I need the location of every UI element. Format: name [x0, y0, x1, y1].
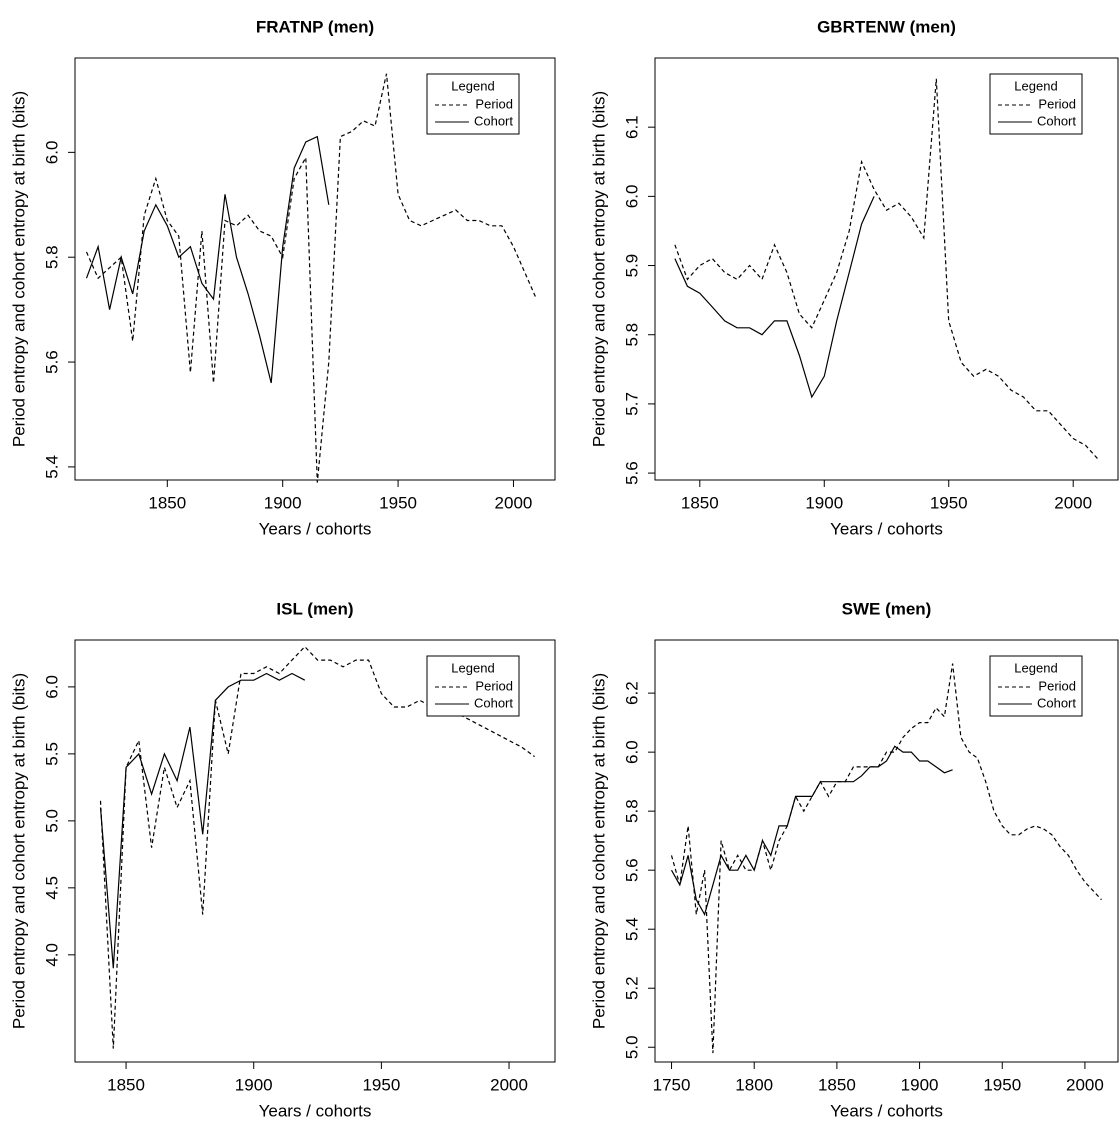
legend-label: Cohort [474, 695, 513, 710]
y-tick-label: 5.5 [42, 742, 61, 766]
x-axis-label: Years / cohorts [259, 519, 372, 538]
legend-label: Cohort [1037, 695, 1076, 710]
y-tick-label: 5.6 [622, 858, 641, 882]
chart-title: ISL (men) [276, 599, 353, 618]
y-tick-label: 5.8 [42, 245, 61, 269]
x-tick-label: 1900 [235, 1075, 273, 1094]
y-tick-label: 6.0 [42, 141, 61, 165]
legend-title: Legend [1014, 660, 1057, 675]
x-tick-label: 2000 [1054, 493, 1092, 512]
chart-title: SWE (men) [842, 599, 932, 618]
y-tick-label: 5.7 [622, 392, 641, 416]
x-tick-label: 2000 [495, 493, 533, 512]
y-axis-label: Period entropy and cohort entropy at bir… [9, 673, 28, 1029]
y-tick-label: 5.8 [622, 323, 641, 347]
panel: SWE (men) 1750 1800 1850 1900 1950 2000 5.0 5.2 5… [589, 599, 1119, 1120]
legend-title: Legend [1014, 78, 1057, 93]
x-tick-label: 1850 [107, 1075, 145, 1094]
y-tick-label: 4.0 [42, 943, 61, 967]
legend-label: Period [1038, 678, 1076, 693]
x-axis-label: Years / cohorts [259, 1101, 372, 1120]
x-tick-label: 1900 [264, 493, 302, 512]
y-tick-label: 6.1 [622, 115, 641, 139]
chart-title: GBRTENW (men) [817, 17, 956, 36]
y-tick-label: 6.0 [622, 185, 641, 209]
series-line [85, 135, 330, 384]
x-tick-label: 1950 [362, 1075, 400, 1094]
y-tick-label: 5.0 [622, 1035, 641, 1059]
series-line [674, 196, 875, 399]
plot-frame [654, 639, 1119, 1063]
panel: FRATNP (men) 1850 1900 1950 2000 5.4 5.6 5.8 6.0… [9, 17, 556, 538]
plot-frame [74, 57, 556, 481]
y-tick-label: 5.4 [42, 455, 61, 479]
plot-frame [654, 57, 1119, 481]
legend-label: Period [1038, 96, 1076, 111]
y-axis-label: Period entropy and cohort entropy at bir… [589, 673, 608, 1029]
legend-box [426, 655, 520, 717]
legend-label: Period [475, 678, 513, 693]
legend-label: Cohort [474, 113, 513, 128]
y-tick-label: 6.2 [622, 681, 641, 705]
series-line [674, 78, 1099, 460]
series-line [670, 745, 953, 916]
y-tick-label: 6.0 [42, 675, 61, 699]
x-axis-label: Years / cohorts [830, 1101, 943, 1120]
y-tick-label: 5.8 [622, 799, 641, 823]
y-tick-label: 5.4 [622, 917, 641, 941]
legend-box [989, 655, 1083, 717]
x-tick-label: 2000 [490, 1075, 528, 1094]
y-tick-label: 4.5 [42, 876, 61, 900]
legend-box [989, 73, 1083, 135]
y-axis-label: Period entropy and cohort entropy at bir… [589, 91, 608, 447]
x-tick-label: 1950 [983, 1075, 1021, 1094]
x-tick-label: 1850 [148, 493, 186, 512]
x-tick-label: 2000 [1066, 1075, 1104, 1094]
series-line [670, 663, 1102, 1054]
legend-title: Legend [451, 660, 494, 675]
plot-frame [74, 639, 556, 1063]
panel: ISL (men) 1850 1900 1950 2000 4.0 4.5 5.0 5.5 6.0… [9, 599, 556, 1120]
x-tick-label: 1950 [379, 493, 417, 512]
y-tick-label: 6.0 [622, 740, 641, 764]
series-line [85, 73, 538, 483]
x-tick-label: 1850 [818, 1075, 856, 1094]
legend-label: Period [475, 96, 513, 111]
x-tick-label: 1900 [805, 493, 843, 512]
y-tick-label: 5.9 [622, 254, 641, 278]
y-tick-label: 5.2 [622, 976, 641, 1000]
x-tick-label: 1900 [901, 1075, 939, 1094]
x-tick-label: 1750 [653, 1075, 691, 1094]
y-tick-label: 5.6 [42, 350, 61, 374]
x-tick-label: 1950 [930, 493, 968, 512]
x-tick-label: 1800 [735, 1075, 773, 1094]
x-tick-label: 1850 [681, 493, 719, 512]
y-tick-label: 5.0 [42, 809, 61, 833]
x-axis-label: Years / cohorts [830, 519, 943, 538]
y-axis-label: Period entropy and cohort entropy at bir… [9, 91, 28, 447]
panel: GBRTENW (men) 1850 1900 1950 2000 5.6 5.7 5.8 5.… [589, 17, 1119, 538]
legend-box [426, 73, 520, 135]
y-tick-label: 5.6 [622, 461, 641, 485]
series-line [99, 672, 306, 969]
legend-label: Cohort [1037, 113, 1076, 128]
legend-title: Legend [451, 78, 494, 93]
chart-title: FRATNP (men) [256, 17, 374, 36]
